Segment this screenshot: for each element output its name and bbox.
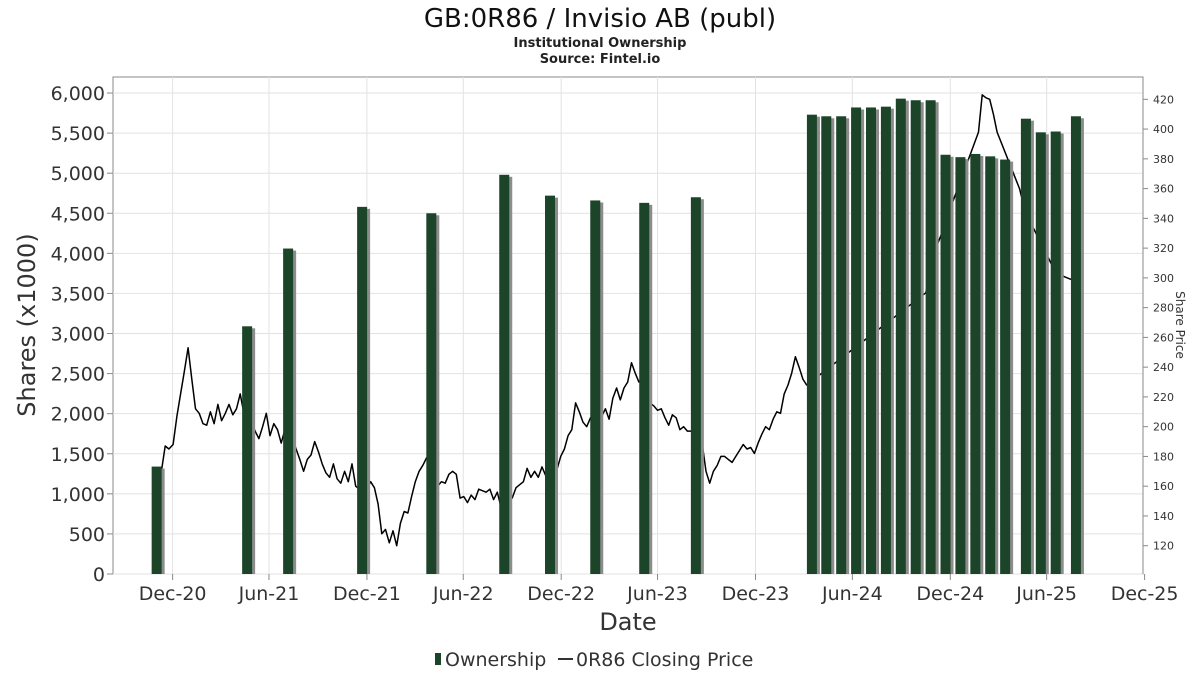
y-tick-label: 2,500 bbox=[51, 364, 105, 386]
ownership-bar bbox=[806, 114, 817, 574]
ownership-bar bbox=[1070, 116, 1081, 575]
y-tick-label: 4,500 bbox=[51, 203, 105, 225]
x-tick-label: Dec-23 bbox=[722, 583, 790, 605]
y2-axis-title: Share Price bbox=[1173, 291, 1187, 359]
x-tick-label: Jun-24 bbox=[821, 583, 883, 605]
y-tick-label: 5,500 bbox=[51, 123, 105, 145]
y-tick-label: 3,500 bbox=[51, 283, 105, 305]
legend-price-label: 0R86 Closing Price bbox=[576, 649, 753, 671]
ownership-bar bbox=[545, 195, 556, 574]
ownership-bar bbox=[1000, 159, 1011, 574]
y2-tick-label: 200 bbox=[1153, 421, 1174, 434]
ownership-bar bbox=[1020, 118, 1031, 574]
y2-tick-label: 180 bbox=[1153, 450, 1174, 463]
ownership-bar bbox=[1050, 131, 1061, 574]
y2-tick-label: 160 bbox=[1153, 480, 1174, 493]
y2-tick-label: 240 bbox=[1153, 361, 1174, 374]
ownership-bar bbox=[880, 106, 891, 575]
ownership-bar bbox=[590, 200, 601, 575]
ownership-bar bbox=[895, 98, 906, 574]
x-tick-label: Jun-21 bbox=[238, 583, 300, 605]
ownership-bar bbox=[283, 248, 294, 574]
y-tick-label: 3,000 bbox=[51, 324, 105, 346]
legend: Ownership 0R86 Closing Price bbox=[435, 649, 753, 671]
ownership-bar bbox=[639, 202, 650, 575]
left-axis-ticks: 0 500 1,000 1,500 2,000 2,500 3,000 3,500 4,000 4… bbox=[51, 83, 113, 586]
chart-subtitle: Institutional Ownership bbox=[514, 36, 687, 51]
price-line-group bbox=[155, 94, 1072, 547]
y-tick-label: 500 bbox=[69, 524, 105, 546]
ownership-bar bbox=[1035, 132, 1046, 575]
y-tick-label: 6,000 bbox=[51, 83, 105, 105]
ownership-bar bbox=[242, 326, 253, 574]
legend-ownership-swatch bbox=[435, 653, 441, 665]
x-tick-label: Jun-25 bbox=[1015, 583, 1077, 605]
ownership-bar bbox=[940, 154, 951, 574]
legend-ownership-label: Ownership bbox=[445, 649, 546, 671]
ownership-bar bbox=[955, 157, 966, 574]
ownership-bar bbox=[910, 100, 921, 575]
chart-source: Source: Fintel.io bbox=[540, 52, 661, 67]
y-tick-label: 1,500 bbox=[51, 444, 105, 466]
ownership-bar bbox=[851, 107, 862, 574]
x-tick-label: Dec-20 bbox=[139, 583, 207, 605]
x-tick-label: Dec-21 bbox=[333, 583, 401, 605]
y2-tick-label: 380 bbox=[1153, 153, 1174, 166]
ownership-bar bbox=[821, 116, 832, 575]
x-tick-label: Dec-24 bbox=[916, 583, 984, 605]
x-tick-label: Jun-23 bbox=[626, 583, 688, 605]
ownership-bar bbox=[925, 100, 936, 575]
y-tick-label: 2,000 bbox=[51, 404, 105, 426]
ownership-bar bbox=[836, 116, 847, 575]
ownership-bar bbox=[690, 197, 701, 574]
ownership-bar bbox=[970, 153, 981, 574]
x-tick-label: Jun-22 bbox=[432, 583, 494, 605]
ownership-bar bbox=[357, 206, 368, 574]
right-axis-ticks: 120 140 160 180 200 220 240 260 280 300 320 340 360 3… bbox=[1142, 77, 1174, 574]
y2-tick-label: 420 bbox=[1153, 93, 1174, 106]
ownership-bar bbox=[865, 107, 876, 574]
x-tick-label: Dec-22 bbox=[527, 583, 595, 605]
y2-tick-label: 220 bbox=[1153, 391, 1174, 404]
x-tick-label: Dec-25 bbox=[1111, 583, 1179, 605]
y2-tick-label: 300 bbox=[1153, 272, 1174, 285]
y-tick-label: 5,000 bbox=[51, 163, 105, 185]
x-axis-ticks: Dec-20 Jun-21 Dec-21 Jun-22 Dec-22 Jun-23 Dec-… bbox=[139, 574, 1179, 605]
y2-tick-label: 280 bbox=[1153, 302, 1174, 315]
y2-tick-label: 120 bbox=[1153, 540, 1174, 553]
y2-tick-label: 140 bbox=[1153, 510, 1174, 523]
x-axis-title: Date bbox=[599, 608, 656, 636]
ownership-bar bbox=[151, 466, 162, 574]
ownership-bar bbox=[499, 174, 510, 575]
y-tick-label: 4,000 bbox=[51, 243, 105, 265]
y2-tick-label: 260 bbox=[1153, 331, 1174, 344]
y2-tick-label: 360 bbox=[1153, 183, 1174, 196]
y2-tick-label: 320 bbox=[1153, 242, 1174, 255]
y-axis-title: Shares (x1000) bbox=[13, 233, 41, 416]
ownership-bar bbox=[426, 213, 437, 574]
price-line bbox=[155, 94, 1072, 547]
ownership-bar bbox=[985, 156, 996, 574]
chart-title: GB:0R86 / Invisio AB (publ) bbox=[424, 4, 776, 34]
y-tick-label: 1,000 bbox=[51, 484, 105, 506]
y2-tick-label: 340 bbox=[1153, 212, 1174, 225]
y2-tick-label: 400 bbox=[1153, 123, 1174, 136]
ownership-bars bbox=[151, 98, 1084, 575]
y-tick-label: 0 bbox=[93, 564, 105, 586]
